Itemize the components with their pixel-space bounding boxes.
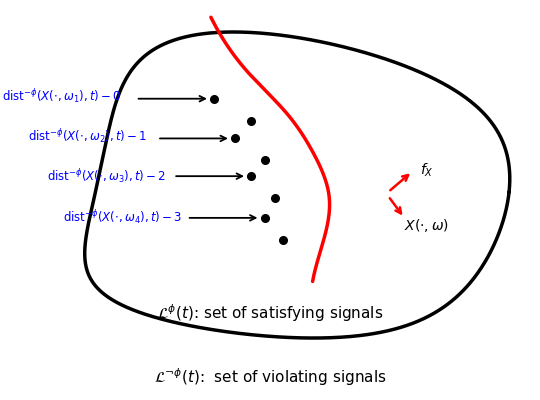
Text: $\mathrm{dist}^{-\phi}(X(\cdot,\omega_2),t) - 1$: $\mathrm{dist}^{-\phi}(X(\cdot,\omega_2)… [28,127,147,146]
Text: $X(\cdot,\omega)$: $X(\cdot,\omega)$ [404,217,449,234]
Text: $\mathrm{dist}^{-\phi}(X(\cdot,\omega_4),t) - 3$: $\mathrm{dist}^{-\phi}(X(\cdot,\omega_4)… [63,208,183,227]
Text: $\mathrm{dist}^{-\phi}(X(\cdot,\omega_1),t) - 0$: $\mathrm{dist}^{-\phi}(X(\cdot,\omega_1)… [3,87,122,106]
Text: $f_X$: $f_X$ [421,162,434,179]
Text: $\mathcal{L}^\phi(t)$: set of satisfying signals: $\mathcal{L}^\phi(t)$: set of satisfying… [157,302,383,324]
Text: $\mathcal{L}^{\neg\phi}(t)$:  set of violating signals: $\mathcal{L}^{\neg\phi}(t)$: set of viol… [154,366,386,388]
Text: $\mathrm{dist}^{-\phi}(X(\cdot,\omega_3),t) - 2$: $\mathrm{dist}^{-\phi}(X(\cdot,\omega_3)… [47,167,166,186]
